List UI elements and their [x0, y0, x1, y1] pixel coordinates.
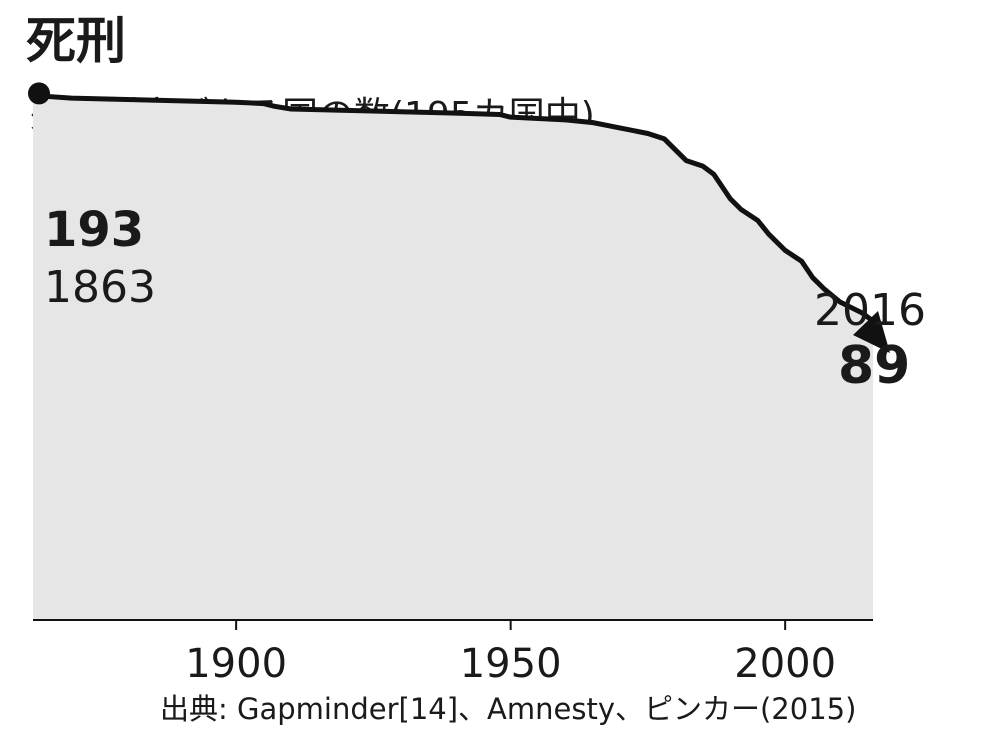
chart-title: 死刑 [26, 12, 126, 70]
end-value-label: 89 [838, 336, 911, 396]
end-arrow-marker [853, 311, 890, 354]
x-tick-label: 1950 [460, 641, 562, 687]
area-fill [33, 95, 873, 620]
source-note: 出典: Gapminder[14]、Amnesty、ピンカー(2015) [160, 692, 857, 726]
x-tick-label: 2000 [734, 641, 836, 687]
end-year-label: 2016 [814, 285, 926, 336]
x-tick-label: 1900 [185, 641, 287, 687]
series-line [30, 92, 876, 324]
start-point-marker [28, 82, 50, 105]
start-year-label: 1863 [44, 262, 156, 313]
x-axis: 1900 1950 2000 [33, 619, 873, 687]
plot-area [28, 82, 890, 620]
start-value-label: 193 [44, 202, 145, 258]
